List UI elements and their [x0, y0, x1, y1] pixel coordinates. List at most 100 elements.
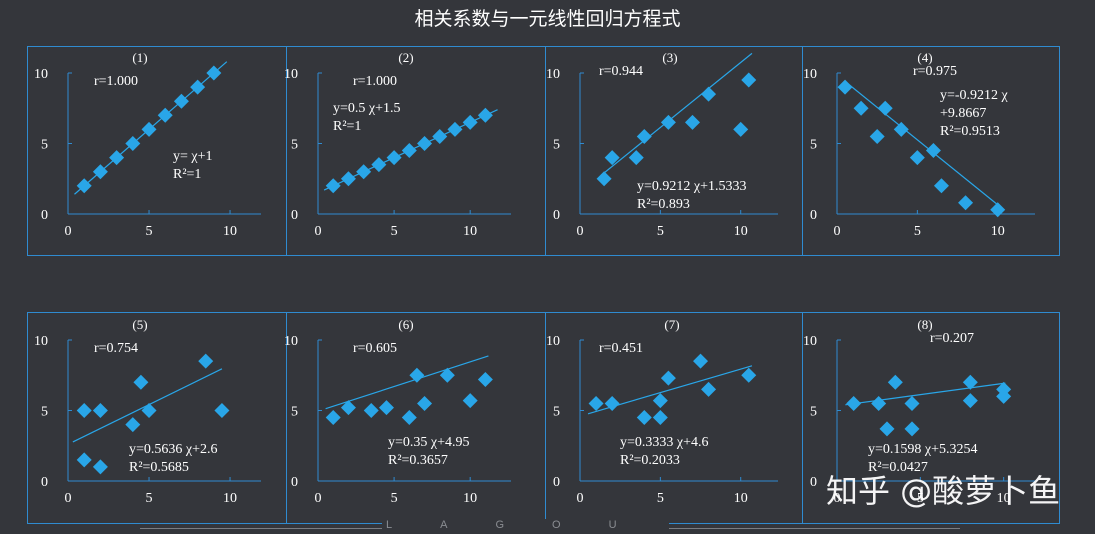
- panel-label-6: (6): [398, 317, 413, 332]
- x-tick-label: 10: [997, 491, 1011, 506]
- y-tick-label: 5: [810, 405, 817, 420]
- data-point: [909, 150, 925, 166]
- y-tick-label: 0: [810, 208, 817, 223]
- y-tick-label: 0: [553, 475, 560, 490]
- data-point: [190, 79, 206, 95]
- data-point: [76, 178, 92, 194]
- correlation-label-1: r=1.000: [94, 74, 138, 89]
- y-tick-label: 5: [291, 138, 298, 153]
- y-tick-label: 10: [803, 67, 817, 82]
- data-point: [439, 367, 455, 383]
- data-point: [447, 121, 463, 137]
- data-point: [92, 403, 108, 418]
- data-point: [893, 121, 909, 137]
- y-tick-label: 5: [553, 405, 560, 420]
- data-point: [356, 164, 372, 180]
- data-point: [363, 403, 379, 418]
- data-point: [386, 150, 402, 166]
- data-point: [604, 150, 620, 166]
- x-tick-label: 5: [146, 224, 153, 239]
- data-point: [417, 395, 433, 411]
- regression-line-8: [845, 382, 1006, 406]
- x-tick-label: 10: [463, 491, 477, 506]
- data-point: [636, 410, 652, 426]
- data-point: [846, 395, 862, 411]
- data-point: [660, 114, 676, 130]
- regression-line-4: [844, 80, 1002, 208]
- y-tick-label: 10: [34, 67, 48, 82]
- data-point: [173, 93, 189, 109]
- equation-line-1: R²=1: [173, 167, 201, 182]
- correlation-label-3: r=0.944: [599, 64, 643, 79]
- data-point: [871, 395, 887, 411]
- y-tick-label: 5: [41, 405, 48, 420]
- data-point: [409, 367, 425, 383]
- y-tick-label: 10: [284, 67, 298, 82]
- data-point: [214, 403, 230, 418]
- data-point: [76, 403, 92, 418]
- data-point: [660, 370, 676, 386]
- x-tick-label: 5: [146, 491, 153, 506]
- y-tick-label: 5: [553, 138, 560, 153]
- data-point: [869, 128, 885, 144]
- data-point: [462, 393, 478, 409]
- data-point: [401, 143, 417, 159]
- data-point: [462, 114, 478, 130]
- data-point: [962, 393, 978, 409]
- x-tick-label: 10: [223, 491, 237, 506]
- x-tick-label: 0: [65, 491, 72, 506]
- equation-line-7: y=0.3333 χ+4.6: [620, 435, 709, 450]
- equation-line-4: y=-0.9212 χ: [940, 88, 1009, 103]
- data-point: [733, 121, 749, 137]
- y-tick-label: 10: [284, 334, 298, 349]
- data-point: [432, 128, 448, 144]
- panel-label-7: (7): [664, 317, 679, 332]
- correlation-label-4: r=0.975: [913, 64, 957, 79]
- y-tick-label: 10: [34, 334, 48, 349]
- data-point: [628, 150, 644, 166]
- x-tick-label: 5: [917, 491, 924, 506]
- watermark-text: 知乎 @酸萝卜鱼: [826, 472, 1061, 510]
- data-point: [693, 353, 709, 369]
- y-tick-label: 0: [810, 475, 817, 490]
- equation-line-3: R²=0.893: [637, 197, 690, 212]
- x-tick-label: 0: [577, 491, 584, 506]
- data-point: [701, 86, 717, 102]
- correlation-label-5: r=0.754: [94, 341, 138, 356]
- correlation-label-2: r=1.000: [353, 74, 397, 89]
- data-point: [125, 417, 141, 433]
- data-point: [904, 421, 920, 437]
- equation-line-3: y=0.9212 χ+1.5333: [637, 179, 747, 194]
- data-point: [477, 371, 493, 387]
- x-tick-label: 10: [734, 491, 748, 506]
- data-point: [133, 374, 149, 390]
- footer-text: LAGOU: [382, 519, 669, 531]
- panel-label-8: (8): [917, 317, 932, 332]
- x-tick-label: 5: [391, 224, 398, 239]
- y-tick-label: 5: [41, 138, 48, 153]
- equation-line-2: R²=1: [333, 119, 361, 134]
- x-tick-label: 5: [657, 224, 664, 239]
- equation-line-5: y=0.5636 χ+2.6: [129, 442, 218, 457]
- data-point: [340, 171, 356, 187]
- y-tick-label: 10: [546, 334, 560, 349]
- equation-line-2: y=0.5 χ+1.5: [333, 101, 401, 116]
- regression-line-3: [600, 52, 753, 176]
- data-point: [925, 143, 941, 159]
- data-point: [92, 164, 108, 180]
- data-point: [325, 410, 341, 426]
- data-point: [109, 150, 125, 166]
- data-point: [990, 202, 1006, 218]
- data-point: [206, 65, 222, 81]
- x-tick-label: 10: [463, 224, 477, 239]
- y-tick-label: 10: [546, 67, 560, 82]
- panel-frame-4: [802, 46, 1060, 256]
- data-point: [417, 136, 433, 151]
- data-point: [879, 421, 895, 437]
- data-point: [636, 128, 652, 144]
- data-point: [588, 395, 604, 411]
- panel-label-2: (2): [398, 50, 413, 65]
- data-point: [477, 107, 493, 123]
- data-point: [962, 374, 978, 390]
- x-tick-label: 10: [734, 224, 748, 239]
